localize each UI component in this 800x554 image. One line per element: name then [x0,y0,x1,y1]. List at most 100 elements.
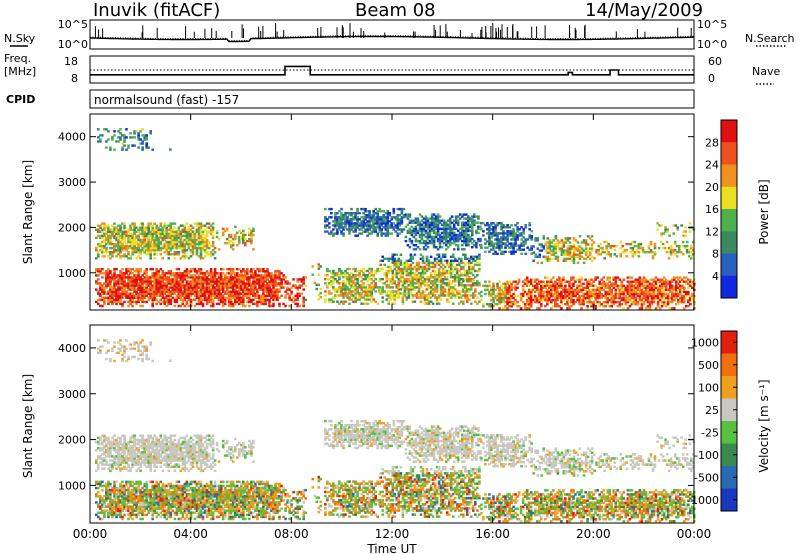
range-gate-cell [574,294,577,298]
range-gate-cell [556,284,559,287]
range-gate-cell [378,230,381,233]
range-gate-cell [431,280,435,283]
range-gate-cell [568,253,572,256]
range-gate-cell [234,280,237,283]
range-gate-cell [199,246,203,250]
range-gate-cell [407,278,411,281]
range-gate-cell [490,303,493,306]
range-gate-cell [460,282,463,285]
range-gate-cell [372,210,375,213]
range-gate-cell [240,292,243,295]
range-gate-cell [197,290,201,293]
range-gate-cell [145,282,148,285]
range-gate-cell [391,273,395,277]
range-gate-cell [123,230,126,233]
range-gate-cell [512,286,515,289]
range-gate-cell [466,298,469,301]
range-gate-cell [378,280,381,283]
range-gate-cell [223,300,227,304]
range-gate-cell [435,286,439,289]
range-gate-cell [393,294,397,297]
range-gate-cell [278,278,281,281]
range-gate-cell [436,213,440,216]
range-gate-cell [430,237,434,241]
range-gate-cell [159,228,163,231]
range-gate-cell [211,234,215,238]
range-gate-cell [514,298,517,302]
range-gate-cell [451,294,455,297]
range-gate-cell [386,232,390,235]
range-gate-cell [482,284,485,287]
range-gate-cell [274,280,277,283]
range-gate-cell [502,224,505,227]
range-gate-cell [179,304,183,308]
range-gate-cell [405,273,409,277]
range-gate-cell [167,244,171,248]
range-gate-cell [262,290,265,293]
range-gate-cell [474,282,477,285]
range-gate-cell [119,300,122,304]
range-gate-cell [466,288,469,291]
range-gate-cell [546,303,549,306]
range-gate-cell [244,276,247,279]
range-gate-cell [169,234,173,238]
range-gate-cell [506,307,509,310]
range-gate-cell [151,148,154,151]
range-gate-cell [157,246,160,250]
range-gate-cell [414,239,418,243]
range-gate-cell [111,296,114,299]
range-gate-cell [346,292,349,295]
range-gate-cell [238,235,241,239]
range-gate-cell [444,233,448,237]
range-gate-cell [435,257,439,260]
range-gate-cell [219,274,223,277]
range-gate-cell [227,294,231,297]
range-gate-cell [155,246,158,250]
range-gate-cell [594,305,597,308]
range-gate-cell [127,236,130,240]
range-gate-cell [470,267,473,271]
range-gate-cell [486,284,489,287]
range-gate-cell [354,292,357,295]
range-gate-cell [129,296,132,299]
range-gate-cell [437,271,441,275]
range-gate-cell [598,296,601,300]
range-gate-cell [436,239,440,243]
range-gate-cell [346,286,349,289]
range-gate-cell [421,280,425,283]
range-gate-cell [99,230,102,233]
range-gate-cell [482,303,485,306]
range-gate-cell [568,292,571,296]
range-gate-cell [529,290,533,294]
range-gate-cell [415,294,419,297]
range-gate-cell [362,278,365,281]
range-gate-cell [502,234,505,237]
range-gate-cell [370,232,373,235]
range-gate-cell [123,228,126,231]
range-gate-cell [189,290,193,293]
range-gate-cell [403,294,407,297]
range-gate-cell [500,294,503,298]
range-gate-cell [476,255,479,258]
range-gate-cell [446,239,450,243]
range-gate-cell [195,228,199,231]
range-gate-cell [248,270,251,273]
range-gate-cell [346,276,349,279]
range-gate-cell [292,296,295,299]
range-gate-cell [594,290,597,294]
range-gate-cell [588,247,592,250]
range-gate-cell [260,278,263,281]
range-gate-cell [568,245,572,248]
range-gate-cell [167,234,171,238]
range-gate-cell [510,232,513,235]
range-gate-cell [193,240,197,244]
range-gate-cell [380,220,383,223]
range-gate-cell [123,246,126,250]
range-gate-cell [407,280,411,283]
range-gate-cell [564,280,567,283]
range-gate-cell [391,302,395,305]
range-gate-cell [442,221,446,224]
range-gate-cell [97,234,100,238]
range-gate-cell [223,229,227,233]
range-gate-cell [256,276,259,279]
